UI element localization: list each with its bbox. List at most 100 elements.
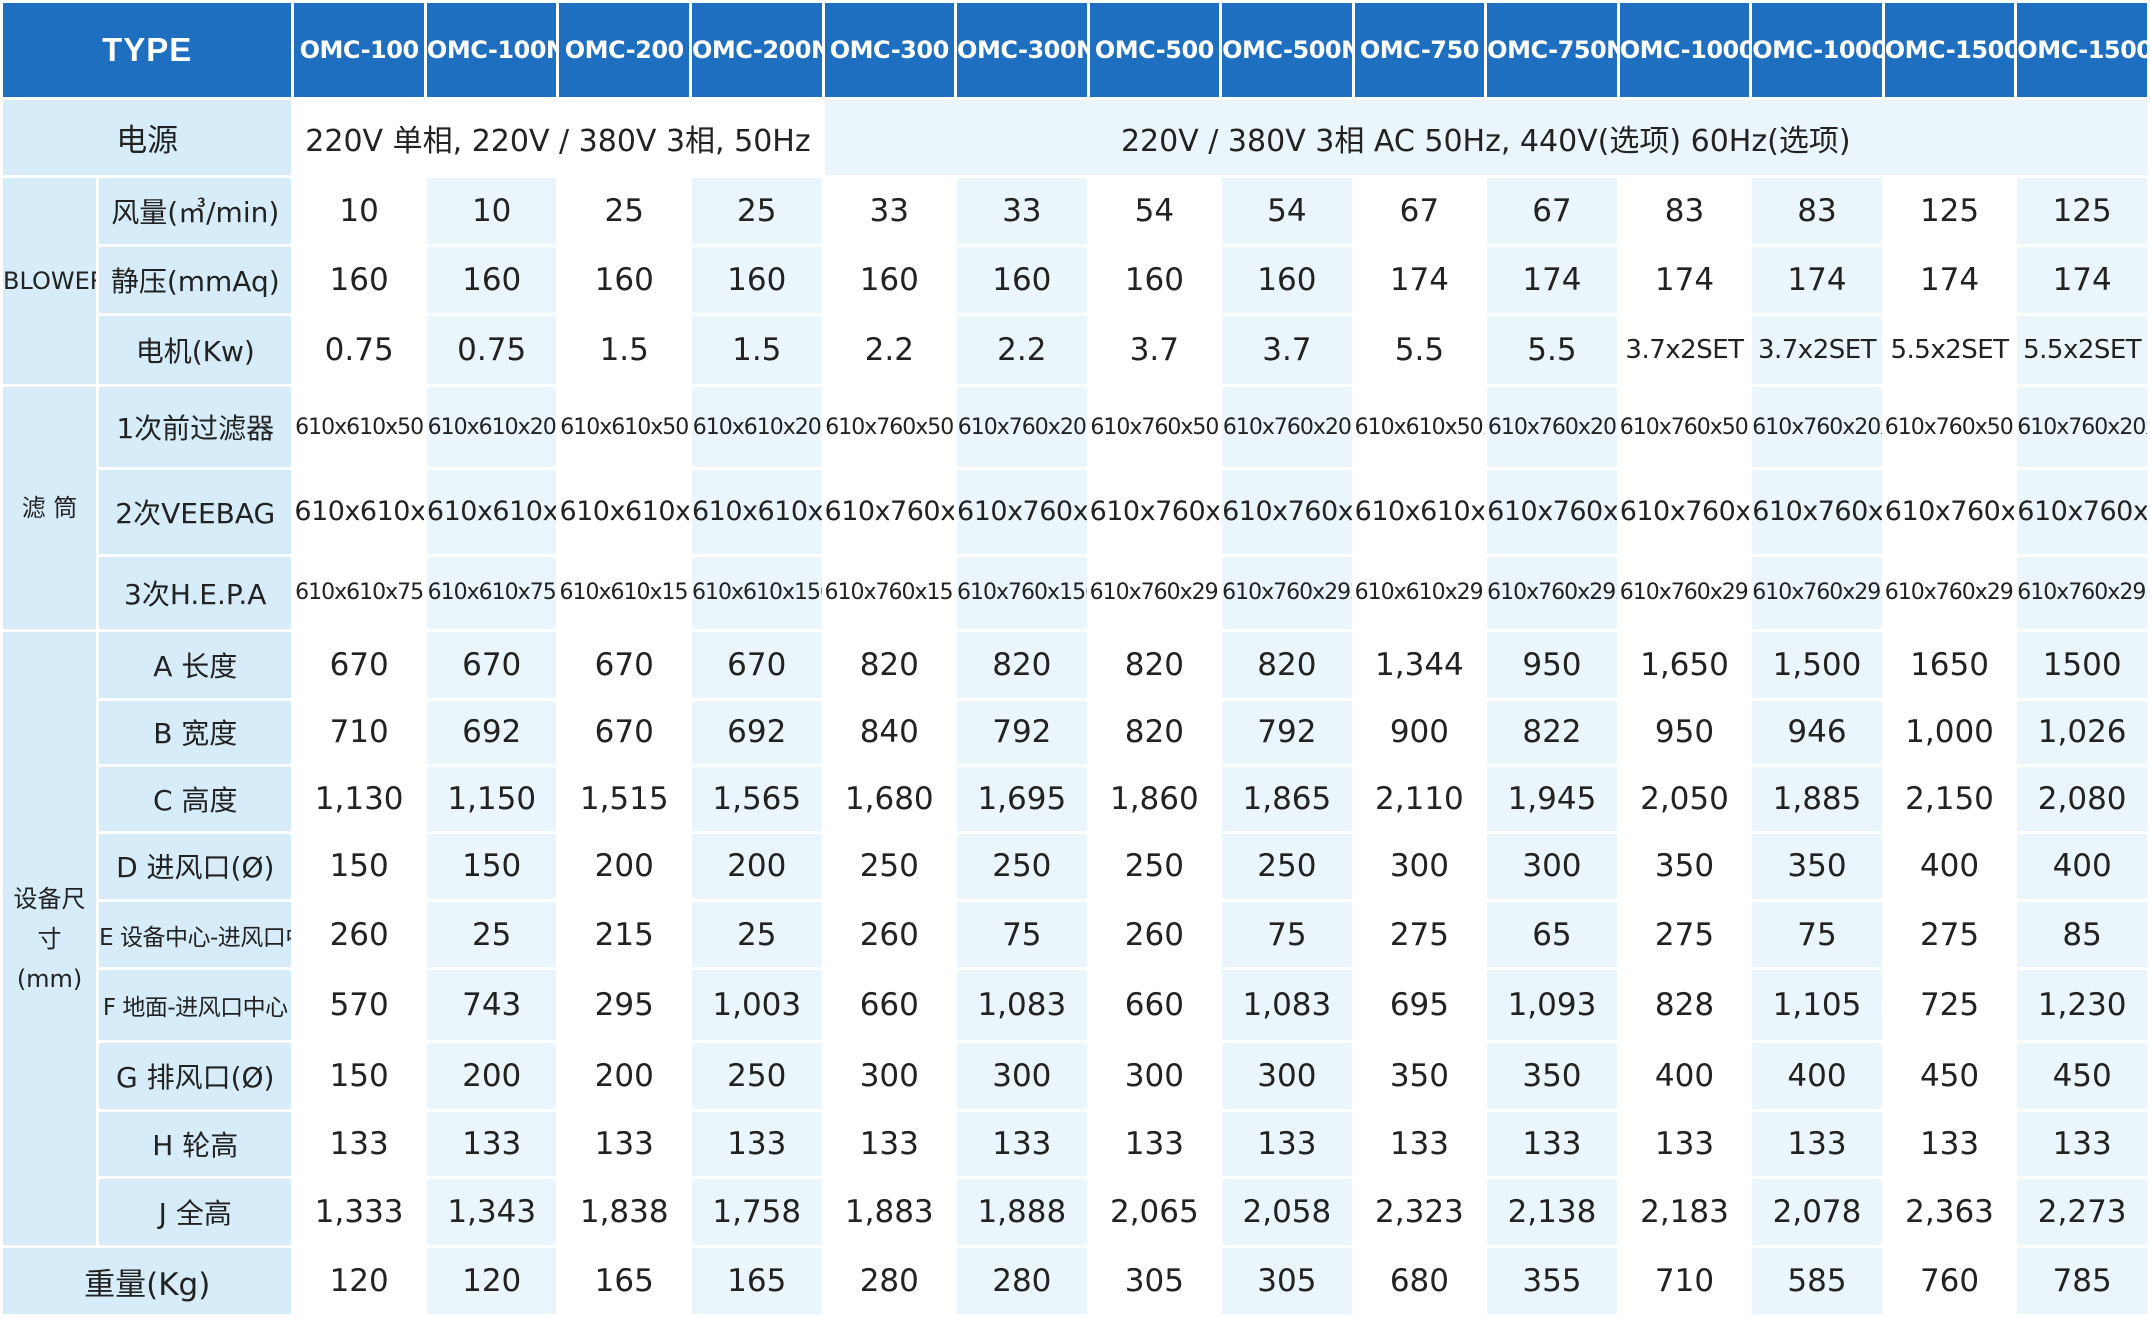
table-cell: 200 — [423, 1040, 560, 1112]
table-cell: 670 — [556, 629, 692, 701]
table-cell: 305 — [1086, 1245, 1223, 1317]
table-row: G 排风口(Ø) 150 200 200 250 300 300 300 300 350 350 40… — [2, 1040, 2150, 1112]
table-cell: 743 — [423, 967, 560, 1044]
table-cell: 840 — [821, 697, 958, 767]
table-cell: 610x760x 560x12P — [954, 466, 1090, 557]
table-cell: 33 — [821, 175, 958, 248]
table-cell: 133 — [1219, 1108, 1355, 1180]
table-cell: 25 — [423, 898, 560, 971]
table-cell: 2.2 — [821, 312, 958, 388]
table-cell: 133 — [821, 1108, 958, 1180]
table-cell: 160 — [688, 244, 825, 316]
table-cell: 1,083 — [954, 967, 1090, 1044]
table-cell: 300 — [1351, 831, 1488, 902]
table-cell: 1,150 — [423, 763, 560, 835]
table-cell: 820 — [821, 629, 958, 701]
model-header: OMC-1500N — [2014, 0, 2150, 100]
row-label: A 长度 — [96, 629, 295, 701]
table-cell: 610x760x150 — [821, 553, 958, 633]
table-cell: 260 — [1086, 898, 1223, 971]
table-cell: 275 — [1351, 898, 1488, 971]
table-cell: 200 — [688, 831, 825, 902]
row-label: E 设备中心-进风口中心 — [96, 898, 295, 971]
table-cell: 85 — [2014, 898, 2150, 971]
table-cell: 692 — [688, 697, 825, 767]
table-cell: 160 — [556, 244, 692, 316]
table-cell: 828 — [1616, 967, 1753, 1044]
row-label: J 全高 — [96, 1176, 295, 1249]
table-cell: 400 — [1881, 831, 2018, 902]
table-cell: 660 — [1086, 967, 1223, 1044]
model-header: OMC-300 — [821, 0, 958, 100]
table-cell: 610x760x292x2 — [1749, 553, 1885, 633]
model-header: OMC-750 — [1351, 0, 1488, 100]
table-cell: 67 — [1484, 175, 1620, 248]
table-cell: 610x760x50 — [821, 384, 958, 470]
table-cell: 610x610x50 — [556, 384, 692, 470]
weight-label: 重量(Kg) — [0, 1245, 295, 1317]
table-cell: 150 — [291, 1040, 427, 1112]
table-cell: 400 — [1616, 1040, 1753, 1112]
table-cell: 760 — [1881, 1245, 2018, 1317]
table-cell: 822 — [1484, 697, 1620, 767]
table-cell: 2,058 — [1219, 1176, 1355, 1249]
table-cell: 610x610x 560x10P — [556, 466, 692, 557]
model-header: OMC-100 — [291, 0, 427, 100]
table-cell: 150 — [423, 831, 560, 902]
table-cell: 54 — [1219, 175, 1355, 248]
table-cell: 950 — [1616, 697, 1753, 767]
table-cell: 2,065 — [1086, 1176, 1223, 1249]
power-label: 电源 — [0, 96, 295, 179]
table-cell: 610x760x 560x15Px2 — [2014, 466, 2150, 557]
table-cell: 1,680 — [821, 763, 958, 835]
table-cell: 300 — [1086, 1040, 1223, 1112]
table-cell: 133 — [1351, 1108, 1488, 1180]
table-cell: 610x610x292x2 — [1351, 553, 1488, 633]
table-cell: 250 — [821, 831, 958, 902]
table-cell: 1650 — [1881, 629, 2018, 701]
table-cell: 174 — [1351, 244, 1488, 316]
table-cell: 350 — [1351, 1040, 1488, 1112]
table-cell: 133 — [954, 1108, 1090, 1180]
table-cell: 25 — [556, 175, 692, 248]
table-cell: 1,885 — [1749, 763, 1885, 835]
table-cell: 1,344 — [1351, 629, 1488, 701]
table-cell: 792 — [1219, 697, 1355, 767]
table-cell: 1,343 — [423, 1176, 560, 1249]
table-cell: 54 — [1086, 175, 1223, 248]
table-cell: 133 — [1086, 1108, 1223, 1180]
row-label: H 轮高 — [96, 1108, 295, 1180]
table-cell: 1,888 — [954, 1176, 1090, 1249]
table-cell: 83 — [1616, 175, 1753, 248]
table-cell: 2.2 — [954, 312, 1090, 388]
table-cell: 570 — [291, 967, 427, 1044]
table-cell: 174 — [1616, 244, 1753, 316]
table-cell: 450 — [2014, 1040, 2150, 1112]
table-cell: 610x610x20 — [423, 384, 560, 470]
table-cell: 200 — [556, 831, 692, 902]
table-cell: 133 — [423, 1108, 560, 1180]
table-cell: 610x760x20x2 — [2014, 384, 2150, 470]
table-cell: 670 — [291, 629, 427, 701]
table-cell: 1,695 — [954, 763, 1090, 835]
table-cell: 1,083 — [1219, 967, 1355, 1044]
table-cell: 610x760x292 — [1484, 553, 1620, 633]
model-header: OMC-300N — [954, 0, 1090, 100]
table-cell: 610x760x 560x15Px2 — [1881, 466, 2018, 557]
table-cell: 2,080 — [2014, 763, 2150, 835]
table-cell: 133 — [1881, 1108, 2018, 1180]
power-value-large-models: 220V / 380V 3相 AC 50Hz, 440V(选项) 60Hz(选项… — [821, 96, 2150, 179]
table-cell: 610x760x50x2 — [1881, 384, 2018, 470]
weight-row: 重量(Kg) 120 120 165 165 280 280 305 305 680 355 710 5… — [0, 1245, 2150, 1317]
table-cell: 150 — [291, 831, 427, 902]
row-label: 风量(㎥/min) — [96, 175, 295, 248]
table-row: BLOWER 风量(㎥/min) 10 10 25 25 33 33 54 54 67 67 83 83 1… — [0, 175, 2150, 388]
table-cell: 250 — [1086, 831, 1223, 902]
table-row: E 设备中心-进风口中心2602521525260752607527565275… — [2, 898, 2150, 971]
row-label: D 进风口(Ø) — [96, 831, 295, 902]
group-label: 设备尺寸 (mm) — [0, 629, 100, 1249]
table-cell: 610x760x 560x15P — [1484, 466, 1620, 557]
table-cell: 610x610x 560x10Px2 — [1351, 466, 1488, 557]
table-cell: 300 — [821, 1040, 958, 1112]
